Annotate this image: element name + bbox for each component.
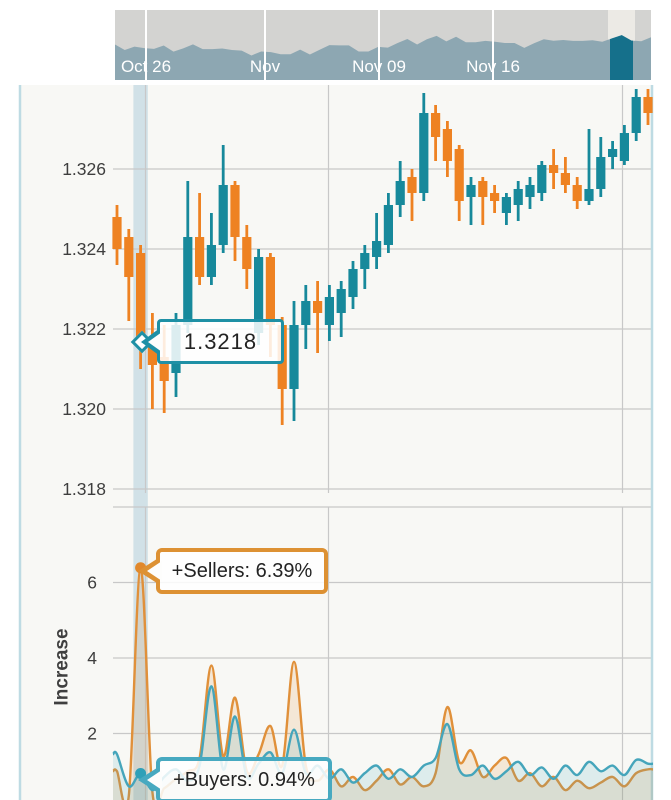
- volume-axis-tick-label: 2: [87, 724, 97, 744]
- candle-up[interactable]: [183, 237, 193, 325]
- buyers-tooltip-value: +Buyers: 0.94%: [173, 768, 315, 791]
- candle-up[interactable]: [360, 253, 370, 269]
- navigator-area: [115, 35, 651, 80]
- candle-up[interactable]: [466, 185, 476, 197]
- volume-axis-title-box: Increase: [20, 597, 106, 737]
- candle-wick: [587, 129, 591, 205]
- navigator-date-label: Oct 26: [121, 57, 171, 76]
- candle-up[interactable]: [383, 205, 393, 245]
- price-tooltip-value: 1.3218: [183, 328, 258, 354]
- candle-up[interactable]: [525, 185, 535, 197]
- navigator-selection[interactable]: [115, 35, 651, 80]
- candle-down[interactable]: [490, 193, 500, 201]
- candle-down[interactable]: [549, 165, 559, 173]
- candle-wick: [410, 169, 414, 221]
- candle-wick: [316, 281, 319, 353]
- candle-up[interactable]: [596, 157, 606, 189]
- candle-up[interactable]: [324, 297, 334, 325]
- navigator-date-label: Nov: [250, 57, 281, 76]
- candle-down[interactable]: [242, 237, 252, 269]
- candle-up[interactable]: [419, 113, 429, 193]
- candle-up[interactable]: [501, 197, 511, 213]
- candle-down[interactable]: [112, 217, 122, 249]
- candle-down[interactable]: [136, 253, 146, 337]
- candle-up[interactable]: [631, 97, 641, 133]
- price-axis-tick-label: 1.322: [62, 319, 106, 339]
- sellers-tooltip: +Sellers: 6.39%: [138, 548, 328, 594]
- candle-wick: [469, 177, 473, 225]
- candle-up[interactable]: [336, 289, 346, 313]
- tooltip-arrow-icon: [147, 561, 162, 581]
- navigator-date-label: Nov 09: [352, 57, 406, 76]
- candle-down[interactable]: [572, 185, 582, 201]
- candle-up[interactable]: [608, 149, 618, 157]
- tooltip-arrow-icon: [147, 770, 162, 790]
- candle-down[interactable]: [313, 301, 323, 313]
- candle-down[interactable]: [159, 357, 169, 381]
- candle-up[interactable]: [348, 269, 358, 297]
- sellers-tooltip-value: +Sellers: 6.39%: [171, 559, 313, 582]
- candle-up[interactable]: [301, 301, 311, 325]
- price-tooltip: 1.3218: [141, 319, 284, 364]
- candle-down[interactable]: [407, 177, 417, 193]
- range-navigator[interactable]: Oct 26 Nov Nov 09 Nov 16: [115, 10, 651, 80]
- candle-up[interactable]: [513, 189, 523, 205]
- candle-down[interactable]: [643, 97, 653, 113]
- price-axis-tick-label: 1.326: [62, 159, 106, 179]
- price-axis-tick-label: 1.318: [62, 479, 106, 499]
- candle-up[interactable]: [289, 325, 299, 389]
- candle-down[interactable]: [265, 257, 275, 325]
- candle-up[interactable]: [206, 245, 216, 277]
- candle-up[interactable]: [372, 241, 382, 257]
- candle-down[interactable]: [478, 181, 488, 197]
- candle-down[interactable]: [431, 113, 441, 137]
- candle-down[interactable]: [195, 237, 205, 277]
- candle-down[interactable]: [560, 173, 570, 185]
- candle-up[interactable]: [395, 181, 405, 205]
- buyers-tooltip: +Buyers: 0.94%: [138, 757, 332, 800]
- candle-down[interactable]: [454, 149, 464, 201]
- candle-wick: [481, 177, 485, 225]
- price-axis-tick-label: 1.320: [62, 399, 106, 419]
- candle-up[interactable]: [537, 165, 547, 193]
- plot-background: [19, 85, 653, 800]
- buyers-area: [113, 686, 653, 800]
- candle-down[interactable]: [230, 185, 240, 237]
- candle-up[interactable]: [619, 133, 629, 161]
- candle-up[interactable]: [218, 185, 228, 245]
- volume-axis-title: Increase: [52, 628, 73, 706]
- tooltip-arrow-icon: [148, 331, 162, 352]
- price-axis-tick-label: 1.324: [62, 239, 106, 259]
- navigator-date-label: Nov 16: [466, 57, 520, 76]
- candle-up[interactable]: [254, 257, 264, 333]
- candle-down[interactable]: [124, 237, 134, 277]
- candle-down[interactable]: [442, 129, 452, 161]
- volume-axis-tick-label: 6: [87, 573, 97, 593]
- volume-axis-tick-label: 4: [87, 648, 97, 668]
- candle-up[interactable]: [584, 189, 594, 201]
